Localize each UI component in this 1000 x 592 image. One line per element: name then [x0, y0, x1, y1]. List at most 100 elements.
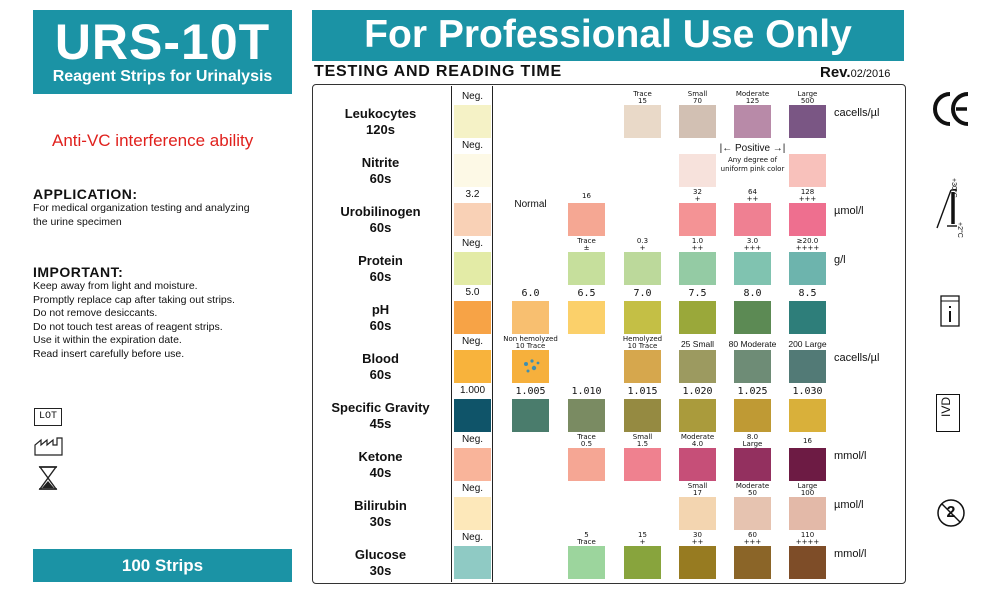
color-swatch	[679, 203, 716, 236]
value-label: 0.5	[580, 440, 593, 448]
value-label: Normal	[514, 199, 547, 210]
unit-label: µmol/l	[834, 205, 864, 217]
value-label: 8.0	[746, 433, 759, 441]
value-label: 1.025	[737, 386, 768, 397]
value-label: 1.005	[515, 386, 546, 397]
ivd-symbol: IVD	[936, 394, 960, 432]
row-time: 40s	[369, 465, 392, 480]
color-swatch	[568, 399, 605, 432]
value-label: 80 Moderate	[728, 339, 777, 349]
revision: Rev.02/2016	[820, 64, 890, 81]
value-label: 50	[748, 489, 757, 497]
row-time: 45s	[369, 416, 392, 431]
neg-label: Neg.	[461, 532, 484, 543]
professional-use-banner: For Professional Use Only	[312, 10, 904, 61]
value-label: 70	[693, 97, 702, 105]
row-label: Bilirubin 30s	[318, 498, 443, 530]
rev-date: 02/2016	[850, 68, 891, 80]
row-name: Ketone	[358, 449, 403, 464]
important-line: Promptly replace cap after taking out st…	[33, 293, 235, 306]
color-swatch	[734, 399, 771, 432]
row-time: 60s	[369, 269, 392, 284]
application-title: APPLICATION:	[33, 186, 138, 202]
value-label: 32	[693, 188, 702, 196]
color-swatch	[734, 546, 771, 579]
value-label: Trace	[577, 237, 596, 245]
value-label: Trace	[577, 538, 596, 546]
important-line: Do not remove desiccants.	[33, 307, 158, 319]
row-time: 60s	[369, 220, 392, 235]
color-swatch	[624, 350, 661, 383]
value-label: ++	[691, 538, 704, 546]
neg-label: Neg.	[461, 434, 484, 445]
value-label: ++	[691, 244, 704, 252]
color-swatch	[679, 350, 716, 383]
color-swatch	[734, 105, 771, 138]
value-label: +	[639, 538, 646, 546]
color-swatch	[789, 448, 826, 481]
unit-label: g/l	[834, 254, 846, 266]
neg-label: Neg.	[461, 91, 484, 102]
value-label: Moderate	[735, 90, 770, 98]
color-swatch	[454, 252, 491, 285]
color-swatch	[679, 497, 716, 530]
row-label: Urobilinogen 60s	[318, 204, 443, 236]
strips-count: 100 Strips	[33, 549, 292, 582]
value-label: Trace	[633, 90, 652, 98]
value-label: ≥20.0	[796, 237, 819, 245]
color-swatch	[568, 546, 605, 579]
color-swatch	[679, 546, 716, 579]
value-label: 64	[748, 188, 757, 196]
neg-label: 1.000	[459, 385, 486, 396]
color-swatch	[734, 350, 771, 383]
value-label: Moderate	[735, 482, 770, 490]
color-chart-frame	[312, 84, 906, 584]
value-label: +++	[743, 244, 762, 252]
important-line: Read insert carefully before use.	[33, 347, 185, 360]
neg-label: Neg.	[461, 336, 484, 347]
value-label: 5	[584, 531, 589, 539]
positive-note: uniform pink color	[720, 165, 785, 173]
row-time: 60s	[369, 171, 392, 186]
color-swatch	[789, 301, 826, 334]
brand-subtitle: Reagent Strips for Urinalysis	[52, 68, 273, 85]
application-line: the urine specimen	[33, 215, 122, 228]
value-label: 8.5	[798, 288, 817, 299]
value-label: Large	[797, 90, 818, 98]
color-swatch	[454, 448, 491, 481]
value-label: 10 Trace	[627, 342, 658, 350]
single-use-symbol: 2	[936, 498, 966, 528]
value-label: ++++	[795, 538, 820, 546]
value-label: Small	[687, 90, 708, 98]
row-name: Nitrite	[361, 155, 400, 170]
value-label: Small	[687, 482, 708, 490]
value-label: +	[694, 195, 701, 203]
value-label: Trace	[577, 433, 596, 441]
row-time: 60s	[369, 367, 392, 382]
color-swatch	[734, 497, 771, 530]
color-swatch	[624, 448, 661, 481]
color-swatch	[624, 252, 661, 285]
value-label: 125	[745, 97, 760, 105]
color-swatch	[512, 350, 549, 383]
application-section: APPLICATION: For medical organization te…	[33, 186, 250, 229]
anti-vc-text: Anti-VC interference ability	[52, 131, 254, 150]
unit-label: cacells/µl	[834, 107, 880, 119]
rev-label: Rev.	[820, 64, 851, 81]
value-label: 200 Large	[788, 339, 827, 349]
application-line: For medical organization testing and ana…	[33, 202, 250, 214]
color-swatch	[734, 252, 771, 285]
row-name: Bilirubin	[354, 498, 407, 513]
row-label: Ketone 40s	[318, 449, 443, 481]
value-label: Moderate	[680, 433, 715, 441]
value-label: 15	[638, 531, 647, 539]
value-label: 500	[800, 97, 815, 105]
color-swatch	[734, 301, 771, 334]
value-label: 16	[803, 437, 812, 445]
brand-title: URS-10T	[54, 14, 271, 70]
row-time: 60s	[369, 318, 392, 333]
factory-icon	[34, 437, 63, 456]
temp-high: +30°C	[950, 178, 957, 198]
important-section: IMPORTANT: Keep away from light and mois…	[33, 264, 235, 361]
negative-column	[451, 86, 493, 582]
